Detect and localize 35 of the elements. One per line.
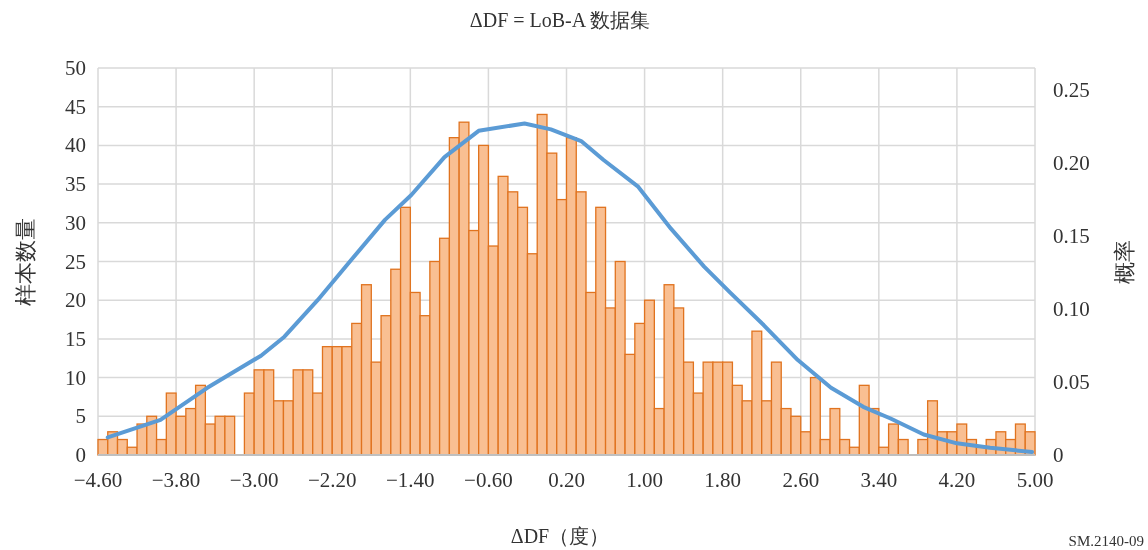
- y-tick-label: 30: [65, 210, 86, 235]
- y-tick-label: 50: [65, 56, 86, 80]
- x-tick-label: 1.00: [626, 468, 663, 492]
- x-tick-label: 0.20: [548, 468, 585, 492]
- y2-tick-label: 0.25: [1053, 77, 1090, 102]
- x-tick-label: 3.40: [860, 468, 898, 492]
- x-tick-label: 2.60: [782, 468, 820, 492]
- x-axis-title: ΔDF（度）: [510, 525, 610, 547]
- y2-tick-label: 0.10: [1053, 296, 1090, 321]
- x-tick-label: −4.60: [73, 468, 123, 492]
- x-tick-label: −0.60: [464, 468, 513, 492]
- text: SM.2140-09: [1068, 533, 1144, 549]
- y2-tick-label: 0.20: [1053, 150, 1090, 175]
- x-tick-label: −3.80: [151, 468, 201, 492]
- y2-axis-title: 概率: [1112, 239, 1137, 284]
- y2-tick-label: 0: [1053, 443, 1064, 467]
- y-tick-label: 10: [65, 365, 86, 390]
- x-tick-label: 5.00: [1016, 468, 1054, 492]
- y2-tick-label: 0.15: [1053, 223, 1090, 248]
- y-tick-label: 45: [65, 94, 86, 119]
- x-tick-label: −3.00: [229, 468, 279, 492]
- y-tick-label: 20: [65, 288, 86, 313]
- y-tick-label: 15: [65, 326, 86, 351]
- y-tick-label: 25: [65, 249, 86, 274]
- y-tick-label: 40: [65, 133, 86, 158]
- x-tick-label: −2.20: [307, 468, 357, 492]
- y-tick-label: 0: [75, 443, 86, 467]
- x-tick-label: 1.80: [704, 468, 742, 492]
- y-tick-label: 35: [65, 172, 86, 197]
- y-tick-label: 5: [75, 404, 86, 429]
- chart-title: ΔDF = LoB-A 数据集: [469, 9, 651, 31]
- y2-tick-label: 0.05: [1053, 369, 1090, 394]
- y-axis-title: 样本数量: [13, 217, 38, 306]
- x-tick-label: −1.40: [386, 468, 435, 492]
- x-tick-label: 4.20: [938, 468, 976, 492]
